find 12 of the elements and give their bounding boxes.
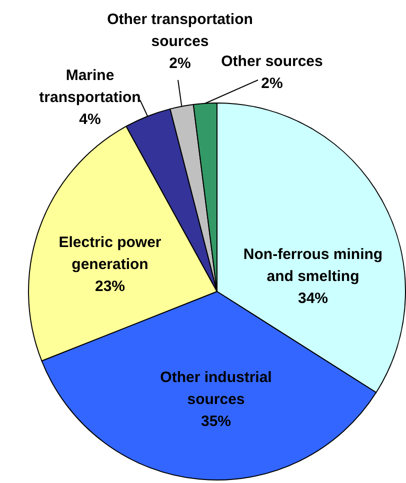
slice-label: Marine transportation xyxy=(39,67,141,106)
data-label: 34% xyxy=(298,290,328,308)
slice-label: Other industrial sources xyxy=(160,369,272,408)
data-label: 4% xyxy=(79,111,101,128)
slice-label: Non-ferrous mining and smelting xyxy=(243,246,383,286)
data-label: 23% xyxy=(94,278,126,296)
slice-label: Electric power generation xyxy=(58,234,162,274)
slice-label: Other transportation sources xyxy=(107,11,253,50)
slice-label: Other sources xyxy=(221,53,323,70)
data-label: 35% xyxy=(200,413,232,430)
data-label: 2% xyxy=(169,55,191,72)
data-label: 2% xyxy=(261,75,283,92)
